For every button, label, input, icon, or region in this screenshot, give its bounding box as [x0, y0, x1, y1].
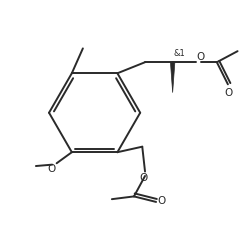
- Polygon shape: [170, 62, 175, 93]
- Text: &1: &1: [174, 49, 185, 58]
- Text: O: O: [48, 164, 56, 174]
- Text: O: O: [157, 196, 166, 206]
- Text: O: O: [197, 52, 205, 62]
- Text: O: O: [224, 88, 232, 98]
- Text: O: O: [140, 173, 148, 183]
